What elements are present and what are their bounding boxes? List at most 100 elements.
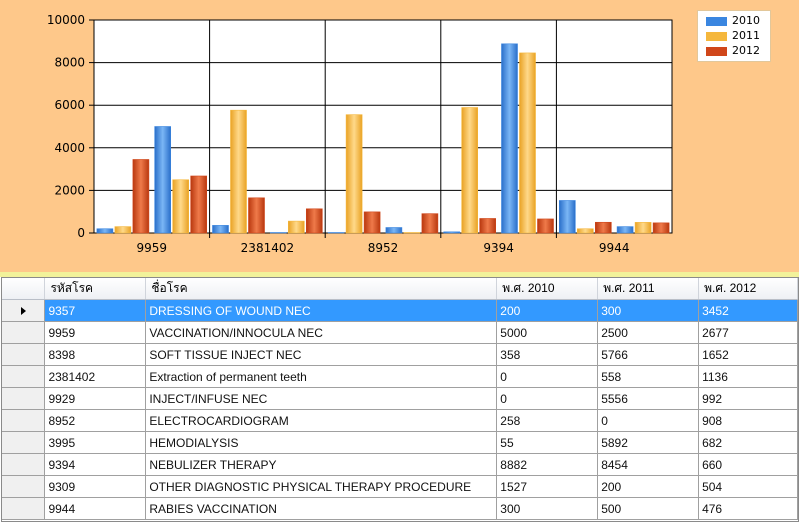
cell-code[interactable]: 8398 [44,343,147,366]
cell-code[interactable]: 2381402 [44,365,147,388]
row-header[interactable] [2,321,46,344]
cell-2012[interactable]: 504 [698,475,798,498]
cell-2010[interactable]: 358 [496,343,599,366]
cell-2012[interactable]: 992 [698,387,798,410]
bar-2010-8398 [212,225,229,234]
cell-code[interactable]: 8952 [44,409,147,432]
cell-name[interactable]: HEMODIALYSIS [145,431,498,454]
column-header-2011[interactable]: พ.ศ. 2011 [597,278,700,300]
column-header-2010[interactable]: พ.ศ. 2010 [496,278,599,300]
legend-label-2011: 2011 [732,29,760,42]
cell-2011[interactable]: 8454 [597,453,700,476]
data-grid[interactable]: รหัสโรค ชื่อโรค พ.ศ. 2010 พ.ศ. 2011 พ.ศ.… [1,277,799,522]
cell-2012[interactable]: 2677 [698,321,798,344]
table-row[interactable]: 9309 OTHER DIAGNOSTIC PHYSICAL THERAPY PR… [2,475,798,498]
row-header[interactable] [2,497,46,520]
bar-2012-3995 [479,218,497,234]
cell-2012[interactable]: 3452 [698,299,798,322]
bar-2012-9309 [594,221,612,234]
table-row[interactable]: 9357 DRESSING OF WOUND NEC 200 300 3452 [2,299,798,322]
row-header[interactable] [2,453,46,476]
cell-2010[interactable]: 1527 [496,475,599,498]
cell-2010[interactable]: 55 [496,431,599,454]
cell-code[interactable]: 9944 [44,497,147,520]
grid-header-row: รหัสโรค ชื่อโรค พ.ศ. 2010 พ.ศ. 2011 พ.ศ.… [2,278,798,300]
column-header-code[interactable]: รหัสโรค [44,278,147,300]
legend-label-2012: 2012 [732,44,760,57]
table-row[interactable]: 9944 RABIES VACCINATION 300 500 476 [2,497,798,520]
cell-2012[interactable]: 1652 [698,343,798,366]
bar-2012-9394 [537,218,554,234]
cell-name[interactable]: SOFT TISSUE INJECT NEC [145,343,498,366]
row-header[interactable] [2,387,46,410]
bar-2010-9929 [327,232,345,234]
bar-2011-3995 [461,107,479,234]
cell-code[interactable]: 3995 [44,431,147,454]
column-header-2012[interactable]: พ.ศ. 2012 [698,278,798,300]
cell-2011[interactable]: 5766 [597,343,700,366]
bar-2010-8952 [385,227,403,234]
cell-2012[interactable]: 476 [698,497,798,520]
cell-name[interactable]: ELECTROCARDIOGRAM [145,409,498,432]
cell-2010[interactable]: 0 [496,387,599,410]
cell-2011[interactable]: 500 [597,497,700,520]
bar-chart: 0 2000 4000 6000 8000 10000 9959 2381402 8952 93… [47,13,673,255]
table-row[interactable]: 3995 HEMODIALYSIS 55 5892 682 [2,431,798,454]
cell-2011[interactable]: 5556 [597,387,700,410]
table-row[interactable]: 2381402 Extraction of permanent teeth 0 558… [2,365,798,388]
cell-2010[interactable]: 200 [496,299,599,322]
cell-2010[interactable]: 5000 [496,321,599,344]
cell-code[interactable]: 9394 [44,453,147,476]
cell-code[interactable]: 9357 [44,299,147,322]
cell-2011[interactable]: 200 [597,475,700,498]
cell-2010[interactable]: 300 [496,497,599,520]
cell-code[interactable]: 9929 [44,387,147,410]
bar-2010-9357 [96,228,114,234]
bar-2011-9357 [114,226,132,234]
legend-swatch-2010 [706,16,727,26]
y-tick-label: 8000 [54,56,85,70]
cell-2012[interactable]: 682 [698,431,798,454]
cell-name[interactable]: NEBULIZER THERAPY [145,453,498,476]
row-header[interactable] [2,475,46,498]
row-header[interactable] [2,343,46,366]
table-row[interactable]: 8952 ELECTROCARDIOGRAM 258 0 908 [2,409,798,432]
cell-name[interactable]: Extraction of permanent teeth [145,365,498,388]
cell-name[interactable]: DRESSING OF WOUND NEC [145,299,498,322]
y-tick-label: 4000 [54,141,85,155]
cell-2010[interactable]: 0 [496,365,599,388]
table-row[interactable]: 9959 VACCINATION/INNOCULA NEC 5000 2500 2677 [2,321,798,344]
cell-name[interactable]: RABIES VACCINATION [145,497,498,520]
legend-item-2010: 2010 [706,14,760,27]
row-header[interactable] [2,365,46,388]
bar-2012-8398 [248,197,265,234]
cell-code[interactable]: 9309 [44,475,147,498]
cell-2010[interactable]: 8882 [496,453,599,476]
cell-2011[interactable]: 2500 [597,321,700,344]
column-header-name[interactable]: ชื่อโรค [145,278,498,300]
cell-2011[interactable]: 558 [597,365,700,388]
cell-name[interactable]: VACCINATION/INNOCULA NEC [145,321,498,344]
table-row[interactable]: 9394 NEBULIZER THERAPY 8882 8454 660 [2,453,798,476]
cell-2012[interactable]: 908 [698,409,798,432]
bar-2012-2381402 [305,208,323,234]
row-header[interactable] [2,431,46,454]
bar-2012-8952 [421,213,439,234]
cell-2011[interactable]: 300 [597,299,700,322]
cell-code[interactable]: 9959 [44,321,147,344]
data-grid-table: รหัสโรค ชื่อโรค พ.ศ. 2010 พ.ศ. 2011 พ.ศ.… [2,278,798,520]
cell-2012[interactable]: 1136 [698,365,798,388]
cell-name[interactable]: INJECT/INFUSE NEC [145,387,498,410]
cell-2010[interactable]: 258 [496,409,599,432]
cell-2011[interactable]: 5892 [597,431,700,454]
row-header[interactable] [2,299,46,322]
x-tick-label: 9959 [137,241,168,255]
cell-2011[interactable]: 0 [597,409,700,432]
table-row[interactable]: 9929 INJECT/INFUSE NEC 0 5556 992 [2,387,798,410]
bar-2011-2381402 [287,220,305,234]
splitter[interactable] [0,272,799,277]
table-row[interactable]: 8398 SOFT TISSUE INJECT NEC 358 5766 1652 [2,343,798,366]
cell-2012[interactable]: 660 [698,453,798,476]
cell-name[interactable]: OTHER DIAGNOSTIC PHYSICAL THERAPY PROCED… [145,475,498,498]
row-header[interactable] [2,409,46,432]
